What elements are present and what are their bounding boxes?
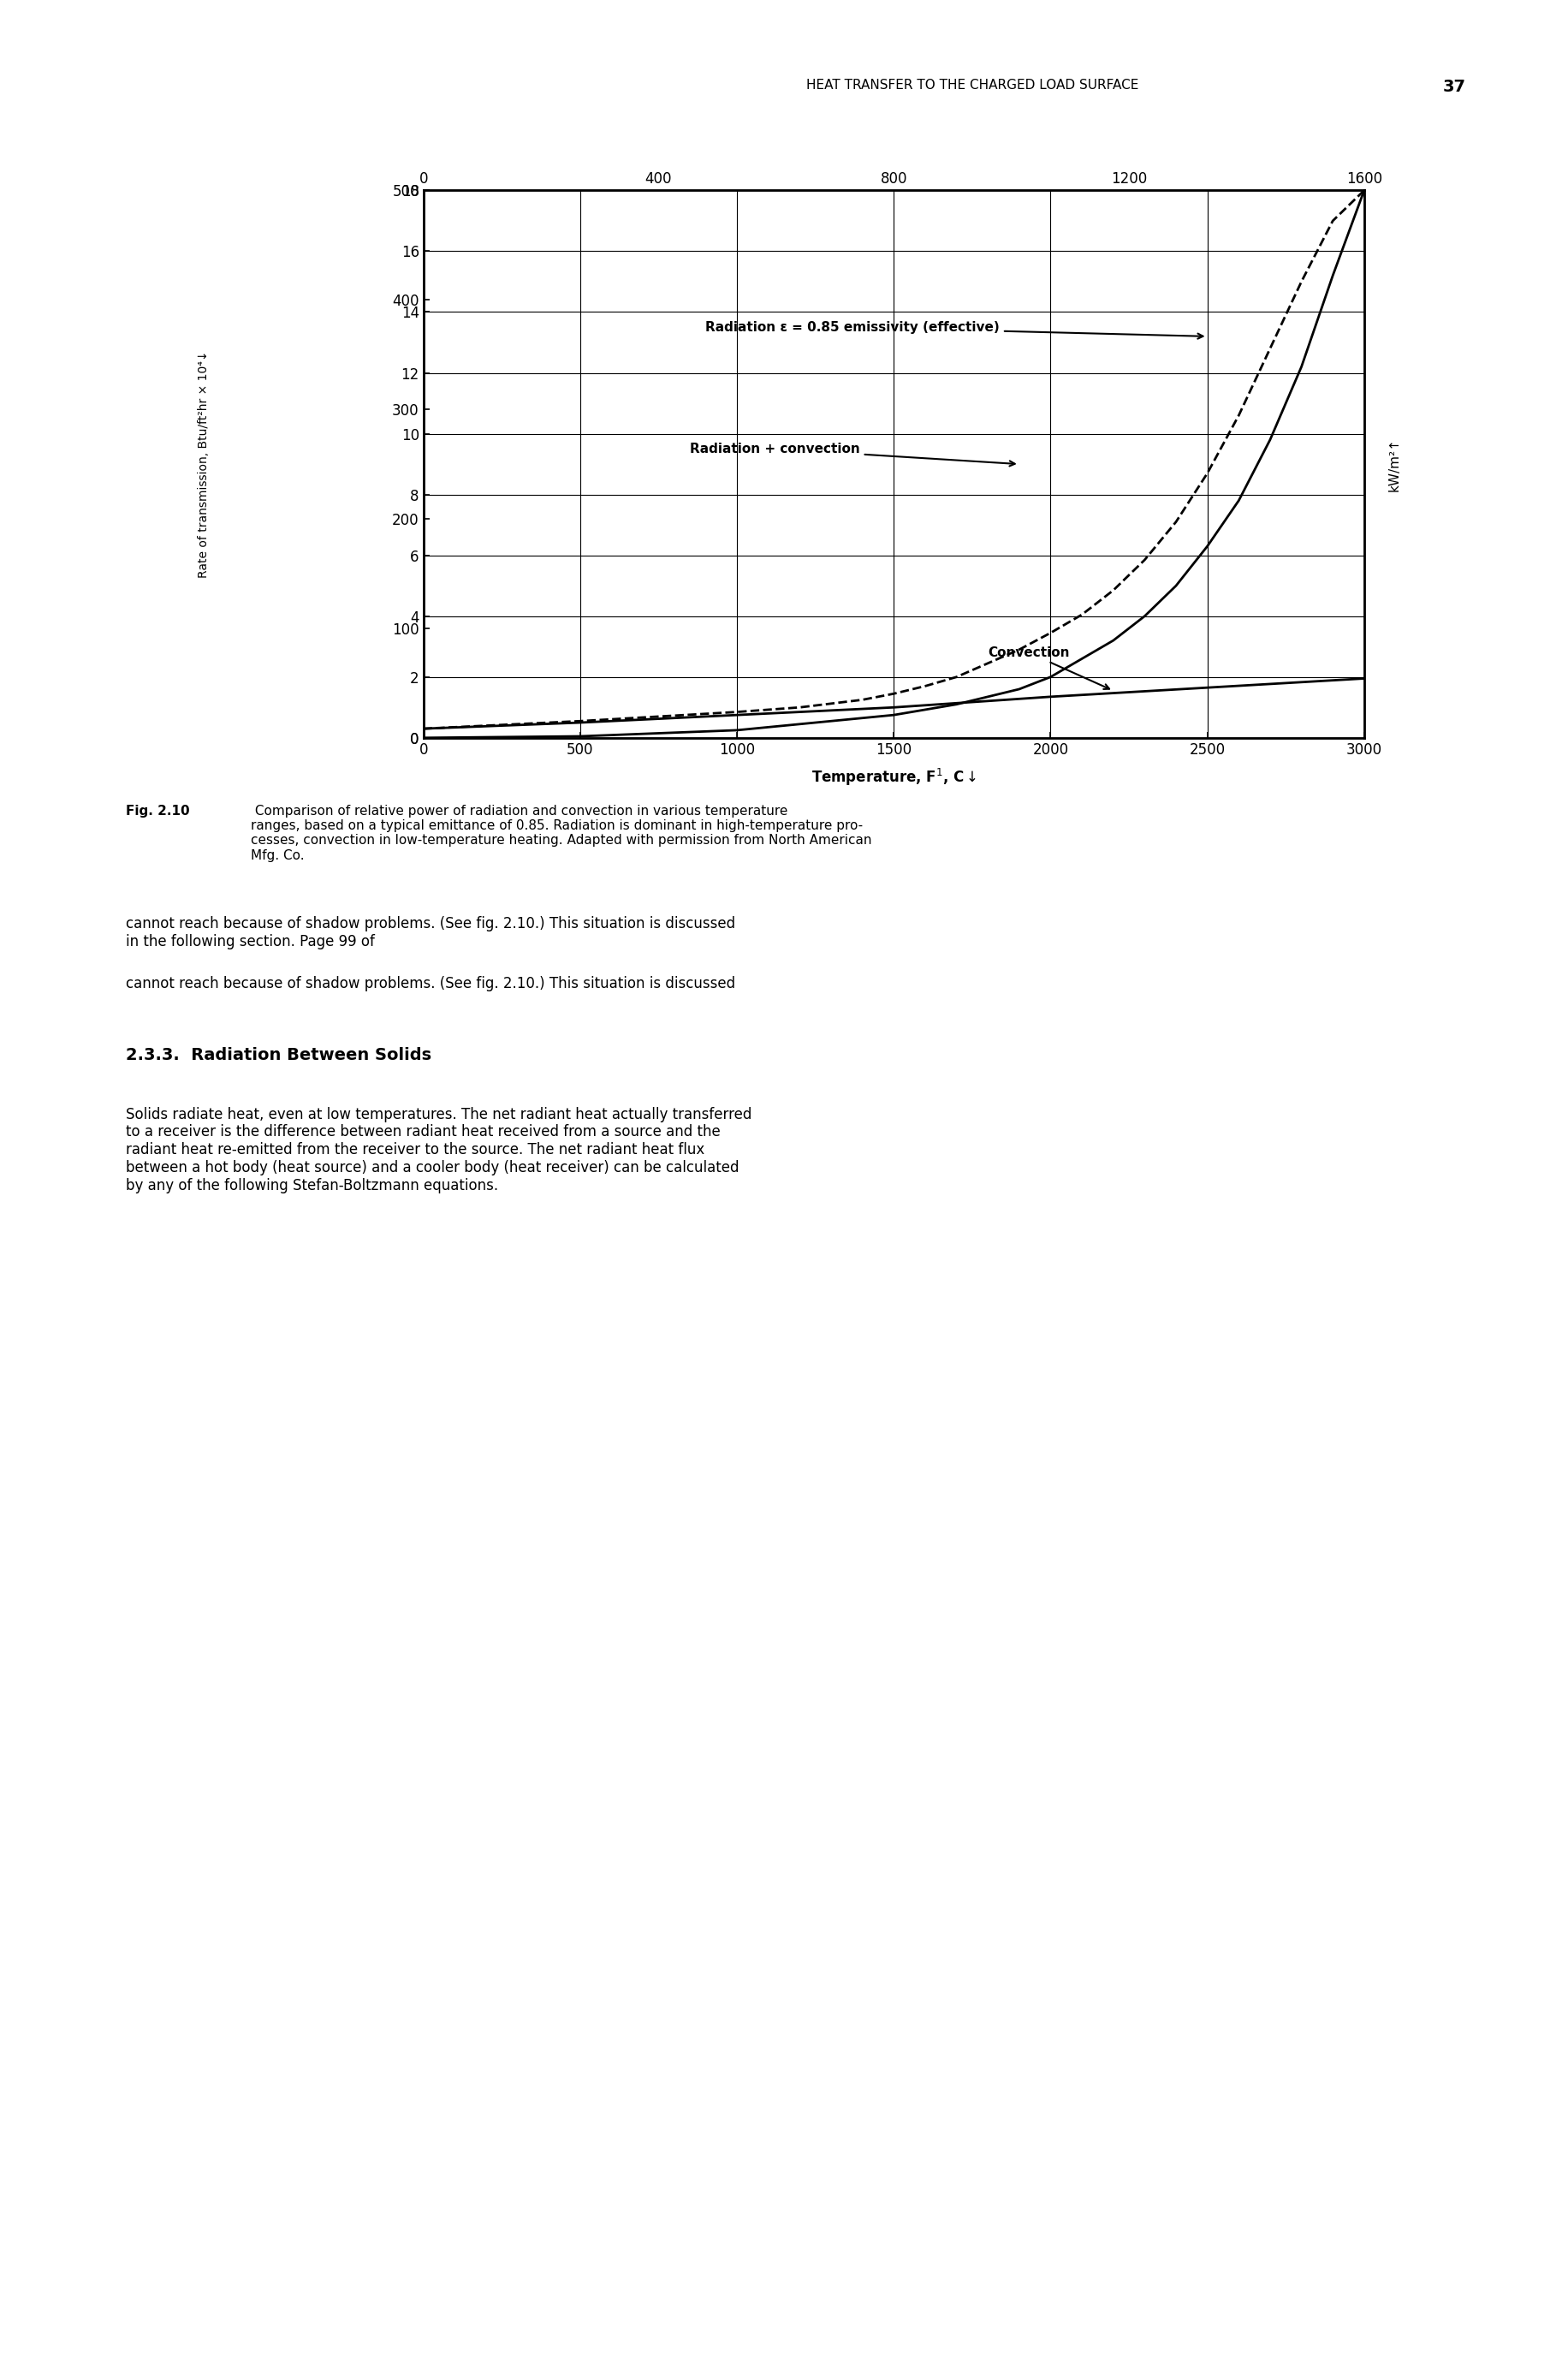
Text: cannot reach because of shadow problems. (See fig. 2.10.) This situation is disc: cannot reach because of shadow problems.… (125, 976, 735, 990)
Text: 2.3.3.  Radiation Between Solids: 2.3.3. Radiation Between Solids (125, 1047, 431, 1064)
Text: Convection: Convection (988, 647, 1109, 690)
Text: Radiation + convection: Radiation + convection (690, 443, 1014, 466)
Text: cannot reach because of shadow problems. (See fig. 2.10.) This situation is disc: cannot reach because of shadow problems.… (125, 916, 735, 950)
Text: Comparison of relative power of radiation and convection in various temperature
: Comparison of relative power of radiatio… (251, 804, 872, 862)
Text: Fig. 2.10: Fig. 2.10 (125, 804, 190, 816)
Text: Radiation ε = 0.85 emissivity (effective): Radiation ε = 0.85 emissivity (effective… (706, 321, 1203, 338)
Text: Solids radiate heat, even at low temperatures. The net radiant heat actually tra: Solids radiate heat, even at low tempera… (125, 1107, 751, 1192)
X-axis label: Temperature, F$^1$, C$\downarrow$: Temperature, F$^1$, C$\downarrow$ (811, 766, 977, 788)
Text: kW/m²↑: kW/m²↑ (1388, 438, 1400, 490)
Text: 37: 37 (1443, 79, 1466, 95)
Text: HEAT TRANSFER TO THE CHARGED LOAD SURFACE: HEAT TRANSFER TO THE CHARGED LOAD SURFAC… (806, 79, 1138, 90)
Text: Rate of transmission, Btu/ft²hr × 10⁴↓: Rate of transmission, Btu/ft²hr × 10⁴↓ (198, 350, 210, 578)
